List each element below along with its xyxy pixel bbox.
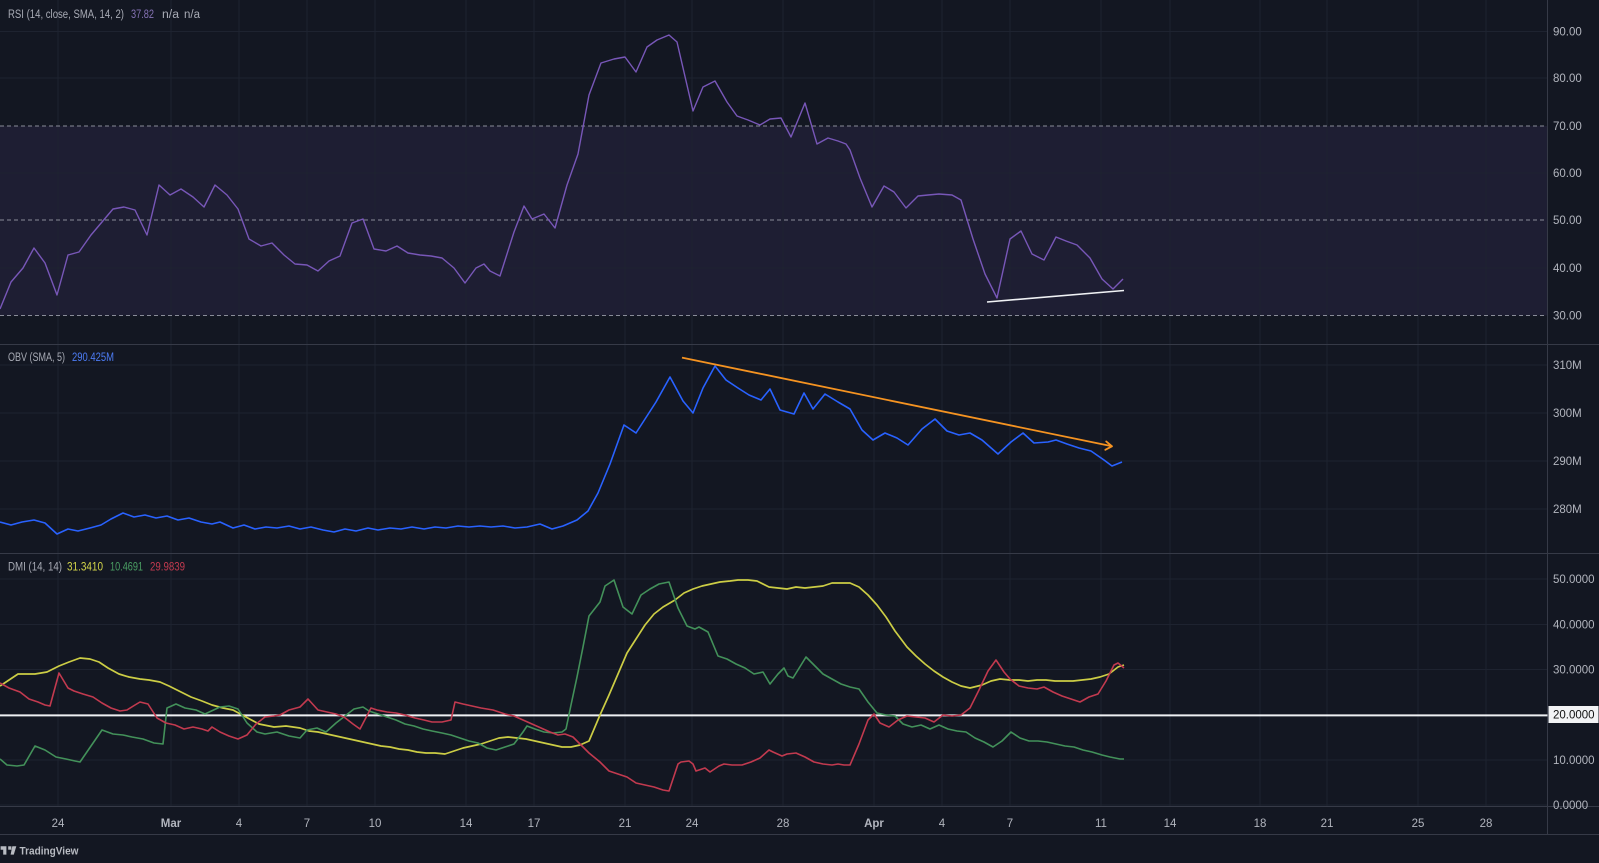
svg-text:n/a: n/a xyxy=(162,9,180,21)
svg-text:30.00: 30.00 xyxy=(1553,311,1582,323)
svg-text:28: 28 xyxy=(1480,818,1493,830)
svg-text:4: 4 xyxy=(939,818,946,830)
svg-text:14: 14 xyxy=(460,818,473,830)
svg-text:24: 24 xyxy=(52,818,65,830)
svg-text:14: 14 xyxy=(1164,818,1177,830)
svg-text:10: 10 xyxy=(369,818,382,830)
svg-text:7: 7 xyxy=(1007,818,1013,830)
svg-text:31.3410: 31.3410 xyxy=(67,562,103,574)
svg-text:310M: 310M xyxy=(1553,360,1582,372)
svg-text:30.0000: 30.0000 xyxy=(1553,665,1595,677)
svg-text:Apr: Apr xyxy=(864,818,884,830)
svg-text:280M: 280M xyxy=(1553,504,1582,516)
svg-text:20.0000: 20.0000 xyxy=(1553,710,1595,722)
svg-text:300M: 300M xyxy=(1553,408,1582,420)
svg-text:40.0000: 40.0000 xyxy=(1553,620,1595,632)
svg-text:21: 21 xyxy=(619,818,632,830)
svg-text:24: 24 xyxy=(686,818,699,830)
svg-text:TradingView: TradingView xyxy=(20,846,79,858)
svg-text:OBV (SMA, 5): OBV (SMA, 5) xyxy=(8,352,65,364)
svg-text:10.0000: 10.0000 xyxy=(1553,755,1595,767)
svg-text:50.00: 50.00 xyxy=(1553,215,1582,227)
svg-text:29.9839: 29.9839 xyxy=(150,562,185,574)
svg-text:0.0000: 0.0000 xyxy=(1553,800,1588,812)
svg-text:37.82: 37.82 xyxy=(131,9,154,21)
svg-text:17: 17 xyxy=(528,818,541,830)
svg-text:4: 4 xyxy=(236,818,243,830)
svg-text:50.0000: 50.0000 xyxy=(1553,574,1595,586)
svg-text:n/a: n/a xyxy=(184,9,201,21)
svg-text:10.4691: 10.4691 xyxy=(110,562,143,574)
svg-text:18: 18 xyxy=(1254,818,1267,830)
svg-text:60.00: 60.00 xyxy=(1553,168,1582,180)
svg-text:290M: 290M xyxy=(1553,456,1582,468)
svg-text:70.00: 70.00 xyxy=(1553,121,1582,133)
svg-text:290.425M: 290.425M xyxy=(72,352,114,364)
svg-text:40.00: 40.00 xyxy=(1553,263,1582,275)
svg-text:21: 21 xyxy=(1321,818,1334,830)
svg-text:DMI (14, 14): DMI (14, 14) xyxy=(8,562,62,574)
svg-text:7: 7 xyxy=(304,818,310,830)
svg-text:Mar: Mar xyxy=(161,818,182,830)
svg-text:90.00: 90.00 xyxy=(1553,27,1582,39)
svg-text:28: 28 xyxy=(777,818,790,830)
svg-text:25: 25 xyxy=(1412,818,1425,830)
svg-text:80.00: 80.00 xyxy=(1553,73,1582,85)
svg-text:RSI (14, close, SMA, 14, 2): RSI (14, close, SMA, 14, 2) xyxy=(8,9,124,21)
svg-text:11: 11 xyxy=(1095,818,1107,830)
